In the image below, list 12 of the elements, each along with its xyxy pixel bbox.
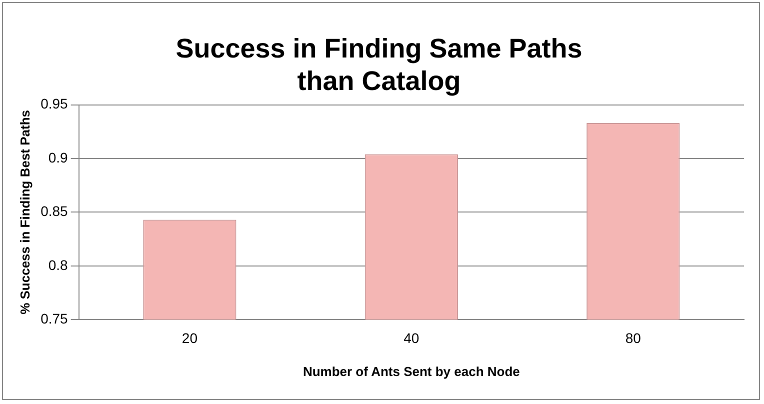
text: Success in Finding Same Paths bbox=[176, 34, 582, 64]
y-tick-label: 0.9 bbox=[48, 149, 68, 166]
y-tick-label: 0.85 bbox=[40, 203, 68, 220]
x-axis-title: Number of Ants Sent by each Node bbox=[302, 364, 520, 379]
x-tick-label: 80 bbox=[625, 330, 642, 346]
x-tick-label: 20 bbox=[182, 330, 198, 346]
y-tick-label: 0.8 bbox=[48, 256, 68, 273]
x-tick-label: 40 bbox=[404, 330, 420, 346]
y-tick-label: 0.95 bbox=[40, 96, 68, 112]
y-tick-label: 0.75 bbox=[40, 310, 68, 326]
y-axis-title: % Success in Finding Best Paths bbox=[17, 110, 32, 314]
text: than Catalog bbox=[297, 66, 461, 96]
